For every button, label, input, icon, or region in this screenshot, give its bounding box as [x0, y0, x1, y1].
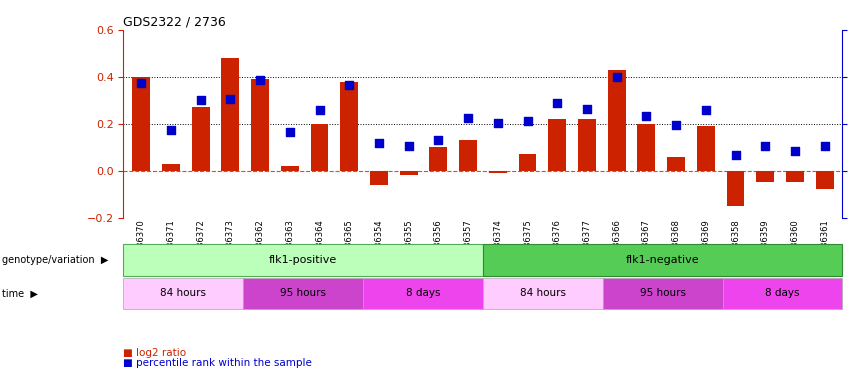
- Text: flk1-negative: flk1-negative: [625, 255, 700, 265]
- Point: [758, 143, 772, 149]
- Bar: [132, 77, 150, 171]
- Bar: [221, 58, 239, 171]
- Text: 95 hours: 95 hours: [640, 288, 686, 298]
- Point: [461, 115, 475, 121]
- Point: [640, 112, 654, 118]
- Point: [818, 143, 831, 149]
- Text: 84 hours: 84 hours: [160, 288, 206, 298]
- Bar: [400, 171, 418, 176]
- Bar: [608, 70, 625, 171]
- Bar: [191, 107, 209, 171]
- Point: [551, 100, 564, 106]
- Text: ■ percentile rank within the sample: ■ percentile rank within the sample: [123, 357, 312, 368]
- Point: [134, 80, 148, 86]
- Bar: [162, 164, 180, 171]
- Text: ■ log2 ratio: ■ log2 ratio: [123, 348, 186, 358]
- Text: 8 days: 8 days: [765, 288, 800, 298]
- Bar: [311, 124, 328, 171]
- Text: flk1-positive: flk1-positive: [269, 255, 337, 265]
- Point: [580, 105, 594, 111]
- Point: [402, 143, 415, 149]
- Bar: [727, 171, 745, 206]
- Bar: [460, 140, 477, 171]
- Point: [788, 148, 802, 154]
- Bar: [667, 157, 685, 171]
- Bar: [816, 171, 834, 189]
- Text: 95 hours: 95 hours: [280, 288, 326, 298]
- Point: [224, 96, 237, 102]
- Text: GDS2322 / 2736: GDS2322 / 2736: [123, 16, 226, 29]
- Text: time  ▶: time ▶: [2, 288, 37, 298]
- Point: [164, 127, 178, 133]
- Point: [610, 74, 624, 80]
- Point: [254, 77, 267, 83]
- Point: [521, 118, 534, 124]
- Text: genotype/variation  ▶: genotype/variation ▶: [2, 255, 108, 265]
- Point: [699, 106, 712, 112]
- Bar: [488, 171, 506, 173]
- Bar: [697, 126, 715, 171]
- Bar: [637, 124, 655, 171]
- Point: [194, 98, 208, 104]
- Point: [431, 137, 445, 143]
- Bar: [548, 119, 566, 171]
- Point: [372, 140, 386, 146]
- Text: 84 hours: 84 hours: [520, 288, 566, 298]
- Bar: [518, 154, 536, 171]
- Bar: [251, 79, 269, 171]
- Bar: [340, 82, 358, 171]
- Point: [283, 129, 297, 135]
- Point: [491, 120, 505, 126]
- Bar: [578, 119, 596, 171]
- Point: [342, 82, 356, 88]
- Point: [669, 122, 683, 128]
- Bar: [757, 171, 774, 182]
- Point: [312, 106, 326, 112]
- Bar: [430, 147, 448, 171]
- Point: [728, 152, 742, 158]
- Text: 8 days: 8 days: [406, 288, 440, 298]
- Bar: [786, 171, 804, 182]
- Bar: [281, 166, 299, 171]
- Bar: [370, 171, 388, 185]
